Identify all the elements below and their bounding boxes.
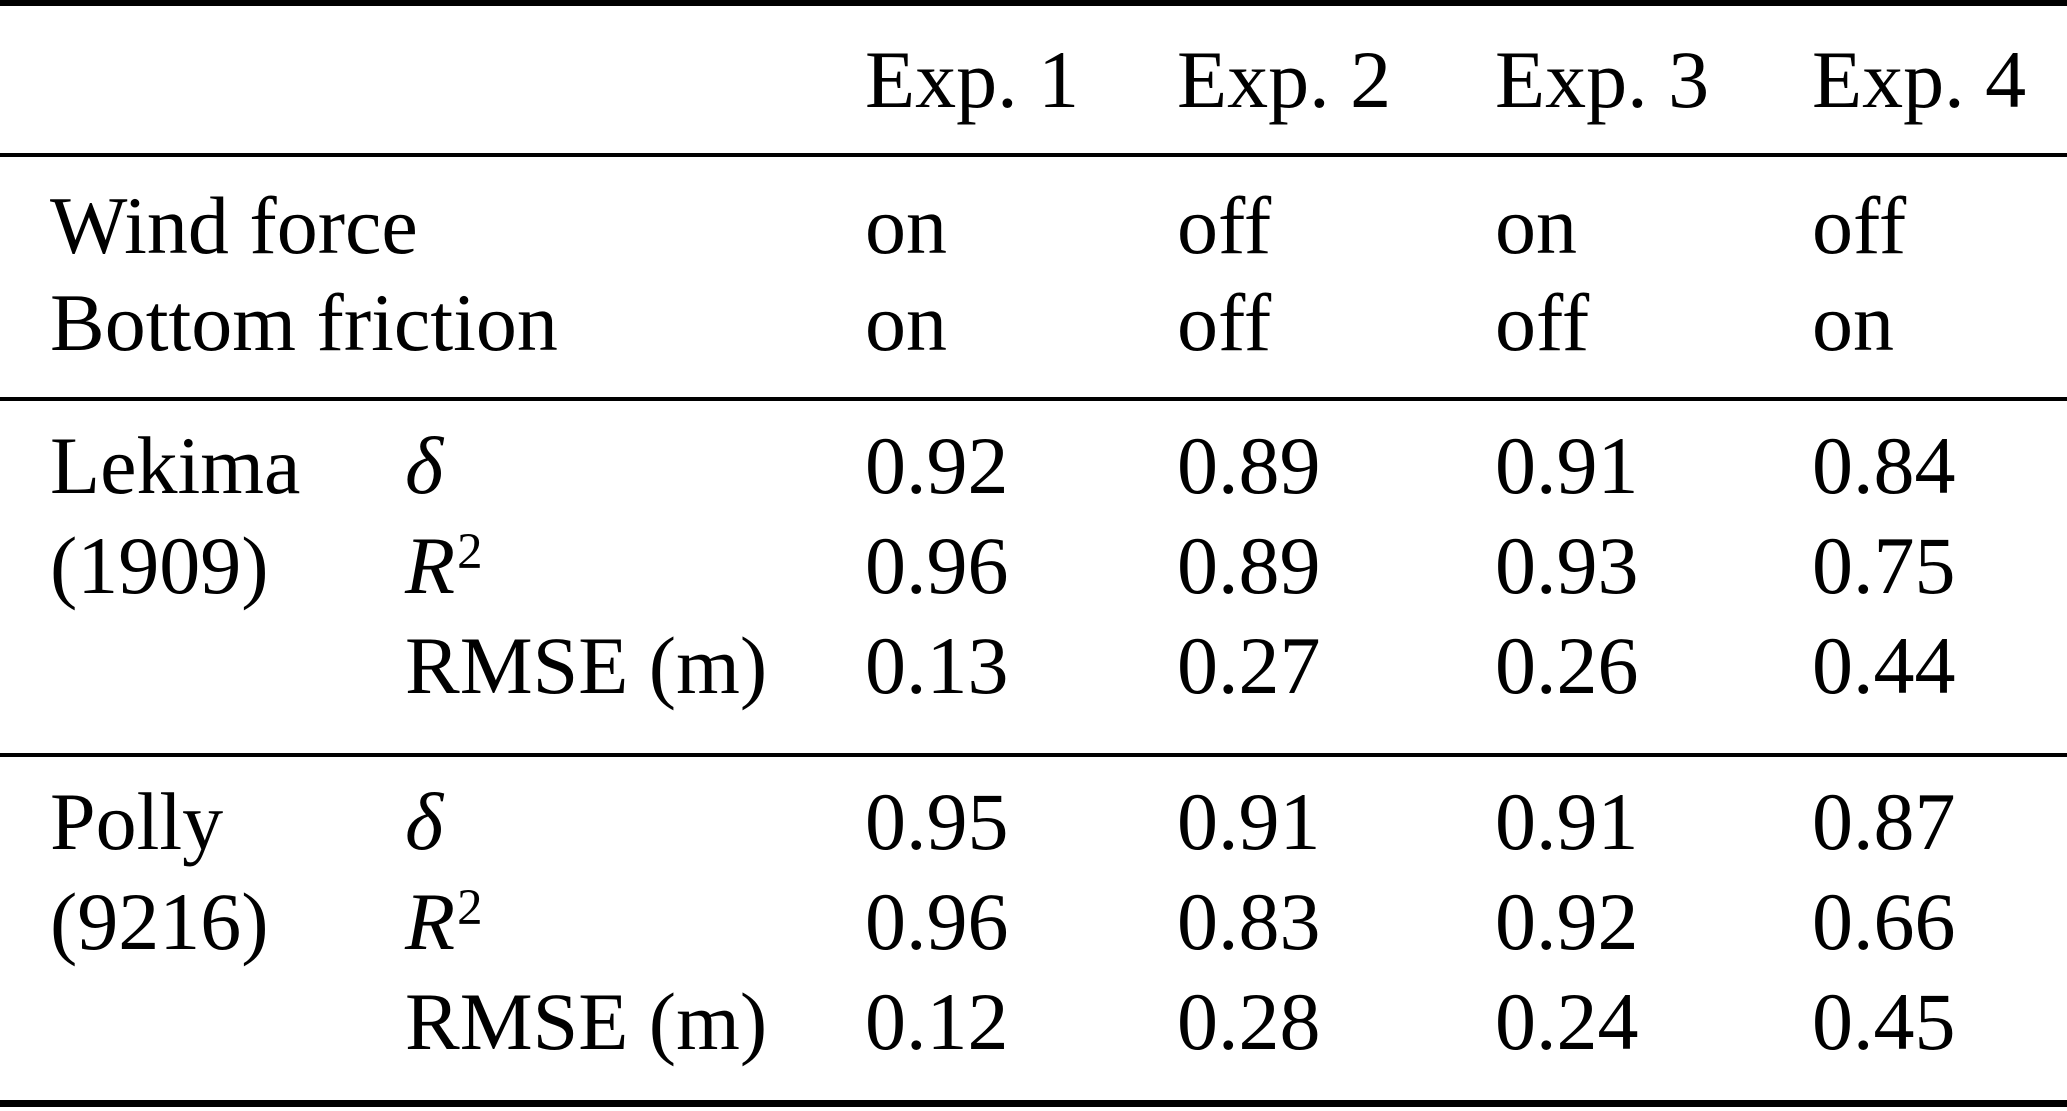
metric-label-rmse: RMSE (m) xyxy=(405,620,768,711)
r2-superscript: 2 xyxy=(457,522,483,579)
typhoon-name-lekima: Lekima xyxy=(50,420,301,511)
lekima-r2-exp2: 0.89 xyxy=(1177,520,1321,611)
settings-section: Wind force on off on off Bottom friction… xyxy=(0,153,2067,397)
polly-delta-row: Polly δ 0.95 0.91 0.91 0.87 xyxy=(50,772,2067,872)
table-header-row: Exp. 1 Exp. 2 Exp. 3 Exp. 4 xyxy=(50,6,2067,153)
polly-delta-exp2: 0.91 xyxy=(1177,776,1321,867)
lekima-delta-exp3: 0.91 xyxy=(1495,420,1639,511)
polly-r2-exp1: 0.96 xyxy=(865,876,1009,967)
wind-force-exp3: on xyxy=(1495,179,1577,271)
lekima-rmse-exp2: 0.27 xyxy=(1177,620,1321,711)
lekima-r2-exp3: 0.93 xyxy=(1495,520,1639,611)
metric-label-r2: R2 xyxy=(405,525,865,607)
polly-rmse-exp4: 0.45 xyxy=(1812,976,1956,1067)
polly-r2-exp3: 0.92 xyxy=(1495,876,1639,967)
typhoon-name-polly: Polly xyxy=(50,776,224,867)
bottom-friction-exp4: on xyxy=(1812,276,1894,368)
col-header-exp2: Exp. 2 xyxy=(1177,33,1392,125)
polly-rmse-exp2: 0.28 xyxy=(1177,976,1321,1067)
bottom-friction-exp3: off xyxy=(1495,276,1590,368)
r2-base: R xyxy=(405,520,456,611)
lekima-delta-exp4: 0.84 xyxy=(1812,420,1956,511)
metric-label-delta: δ xyxy=(405,420,444,511)
polly-delta-exp4: 0.87 xyxy=(1812,776,1956,867)
lekima-delta-exp2: 0.89 xyxy=(1177,420,1321,511)
lekima-r2-exp1: 0.96 xyxy=(865,520,1009,611)
lekima-r2-row: (1909) R2 0.96 0.89 0.93 0.75 xyxy=(50,516,2067,616)
bottom-friction-exp1: on xyxy=(865,276,947,368)
metric-label-rmse: RMSE (m) xyxy=(405,976,768,1067)
polly-delta-exp1: 0.95 xyxy=(865,776,1009,867)
r2-superscript: 2 xyxy=(457,878,483,935)
polly-rmse-exp3: 0.24 xyxy=(1495,976,1639,1067)
lekima-r2-exp4: 0.75 xyxy=(1812,520,1956,611)
polly-delta-exp3: 0.91 xyxy=(1495,776,1639,867)
wind-force-row: Wind force on off on off xyxy=(50,177,2067,274)
polly-rmse-row: RMSE (m) 0.12 0.28 0.24 0.45 xyxy=(50,972,2067,1072)
wind-force-exp1: on xyxy=(865,179,947,271)
typhoon-code-lekima: (1909) xyxy=(50,520,269,611)
lekima-rmse-row: RMSE (m) 0.13 0.27 0.26 0.44 xyxy=(50,616,2067,716)
polly-section: Polly δ 0.95 0.91 0.91 0.87 (9216) R2 0.… xyxy=(0,753,2067,1100)
polly-r2-exp4: 0.66 xyxy=(1812,876,1956,967)
bottom-friction-exp2: off xyxy=(1177,276,1272,368)
typhoon-code-polly: (9216) xyxy=(50,876,269,967)
lekima-delta-exp1: 0.92 xyxy=(865,420,1009,511)
col-header-exp3: Exp. 3 xyxy=(1495,33,1710,125)
metric-label-r2: R2 xyxy=(405,881,865,963)
bottom-friction-row: Bottom friction on off off on xyxy=(50,274,2067,371)
lekima-delta-row: Lekima δ 0.92 0.89 0.91 0.84 xyxy=(50,416,2067,516)
col-header-exp1: Exp. 1 xyxy=(865,33,1080,125)
polly-rmse-exp1: 0.12 xyxy=(865,976,1009,1067)
table-header-section: Exp. 1 Exp. 2 Exp. 3 Exp. 4 xyxy=(0,6,2067,153)
polly-r2-exp2: 0.83 xyxy=(1177,876,1321,967)
metric-label-delta: δ xyxy=(405,776,444,867)
wind-force-exp4: off xyxy=(1812,179,1907,271)
lekima-rmse-exp4: 0.44 xyxy=(1812,620,1956,711)
lekima-rmse-exp1: 0.13 xyxy=(865,620,1009,711)
lekima-section: Lekima δ 0.92 0.89 0.91 0.84 (1909) R2 0… xyxy=(0,397,2067,753)
wind-force-label: Wind force xyxy=(50,179,418,271)
polly-r2-row: (9216) R2 0.96 0.83 0.92 0.66 xyxy=(50,872,2067,972)
bottom-friction-label: Bottom friction xyxy=(50,276,558,368)
r2-base: R xyxy=(405,876,456,967)
wind-force-exp2: off xyxy=(1177,179,1272,271)
col-header-exp4: Exp. 4 xyxy=(1812,33,2027,125)
lekima-rmse-exp3: 0.26 xyxy=(1495,620,1639,711)
